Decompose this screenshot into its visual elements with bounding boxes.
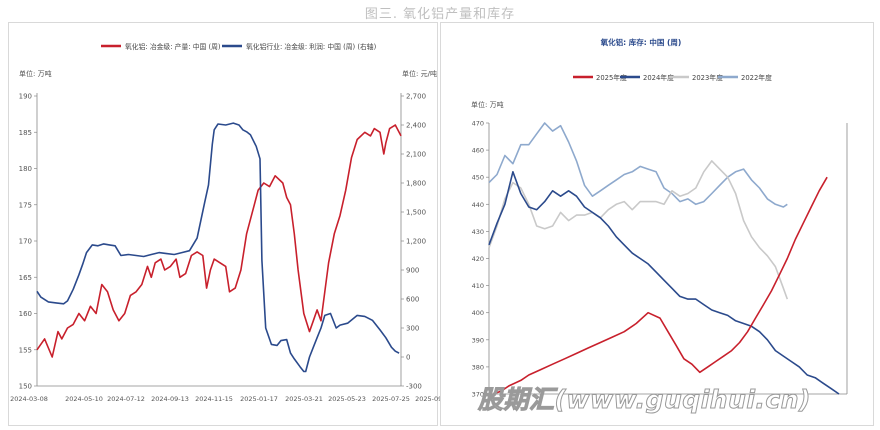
left-tick-label: 180: [19, 165, 32, 173]
x-tick-label: 2024-07-12: [107, 395, 145, 403]
left-tick-label: 165: [19, 274, 32, 282]
left-tick-label: 185: [19, 129, 32, 137]
right-tick-label: 0: [406, 354, 410, 362]
y-tick-label: 400: [472, 309, 484, 317]
x-tick-label: 2024-11-15: [195, 395, 233, 403]
right-panel: 氧化铝: 库存: 中国 (周) 2025年度 2024年度 2023年度 2022年度单…: [440, 22, 874, 426]
legend-label: 2025年度: [596, 73, 627, 82]
left-panel: 氧化铝: 冶金级: 产量: 中国 (周) 氧化铝行业: 冶金级: 利润: 中国 (…: [8, 22, 453, 426]
production-profit-chart: 氧化铝: 冶金级: 产量: 中国 (周) 氧化铝行业: 冶金级: 利润: 中国 (…: [10, 42, 453, 403]
legend-label: 氧化铝: 冶金级: 产量: 中国 (周): [125, 42, 221, 51]
x-tick-label: 2024-03-08: [10, 395, 48, 403]
left-tick-label: 155: [19, 346, 32, 354]
right-tick-label: 900: [406, 267, 419, 275]
right-tick-label: -300: [406, 383, 422, 391]
series-line-2022年度: [488, 122, 788, 208]
y-tick-label: 390: [472, 336, 484, 344]
x-tick-label: 2025-01-17: [240, 395, 278, 403]
x-tick-label: 2025-03-21: [285, 395, 323, 403]
y-tick-label: 380: [472, 363, 484, 371]
series-line-2025年度: [492, 176, 828, 395]
y-tick-label: 420: [472, 255, 484, 263]
left-tick-label: 160: [19, 310, 32, 318]
series-line-2024年度: [488, 171, 840, 395]
left-tick-label: 170: [19, 238, 32, 246]
right-tick-label: 600: [406, 296, 419, 304]
right-tick-label: 1,800: [406, 180, 426, 188]
y-tick-label: 460: [472, 147, 484, 155]
series-line-2023年度: [488, 160, 789, 300]
left-tick-label: 175: [19, 201, 32, 209]
y-axis-unit: 单位: 万吨: [471, 100, 504, 109]
watermark: 股期汇(www.guqihui.cn): [478, 385, 811, 415]
right-tick-label: 1,500: [406, 209, 426, 217]
legend-label: 氧化铝行业: 冶金级: 利润: 中国 (周) (右轴): [246, 42, 377, 51]
left-axis-unit: 单位: 万吨: [19, 69, 52, 78]
y-tick-label: 430: [472, 228, 484, 236]
left-tick-label: 190: [19, 93, 32, 101]
right-axis-unit: 单位: 元/吨: [402, 69, 437, 78]
x-tick-label: 2024-05-10: [65, 395, 103, 403]
legend-label: 2024年度: [643, 73, 674, 82]
right-tick-label: 2,400: [406, 122, 426, 130]
y-tick-label: 370: [472, 391, 484, 399]
x-tick-label: 2025-09-26: [415, 395, 453, 403]
chart-title: 氧化铝: 库存: 中国 (周): [600, 37, 682, 47]
right-tick-label: 300: [406, 325, 419, 333]
y-tick-label: 440: [472, 201, 484, 209]
profit-line: [36, 122, 400, 373]
production-line: [36, 124, 402, 358]
x-tick-label: 2024-09-13: [151, 395, 189, 403]
inventory-chart: 氧化铝: 库存: 中国 (周) 2025年度 2024年度 2023年度 2022年度单…: [471, 37, 848, 399]
left-tick-label: 150: [19, 383, 32, 391]
legend-label: 2023年度: [692, 73, 723, 82]
figure-title: 图三. 氧化铝产量和库存: [364, 7, 516, 22]
right-tick-label: 2,700: [406, 93, 426, 101]
y-tick-label: 450: [472, 174, 484, 182]
right-tick-label: 1,200: [406, 238, 426, 246]
right-tick-label: 2,100: [406, 151, 426, 159]
y-tick-label: 470: [472, 120, 484, 128]
x-tick-label: 2025-07-25: [372, 395, 410, 403]
y-tick-label: 410: [472, 282, 484, 290]
legend-label: 2022年度: [741, 73, 772, 82]
x-tick-label: 2025-05-23: [328, 395, 366, 403]
